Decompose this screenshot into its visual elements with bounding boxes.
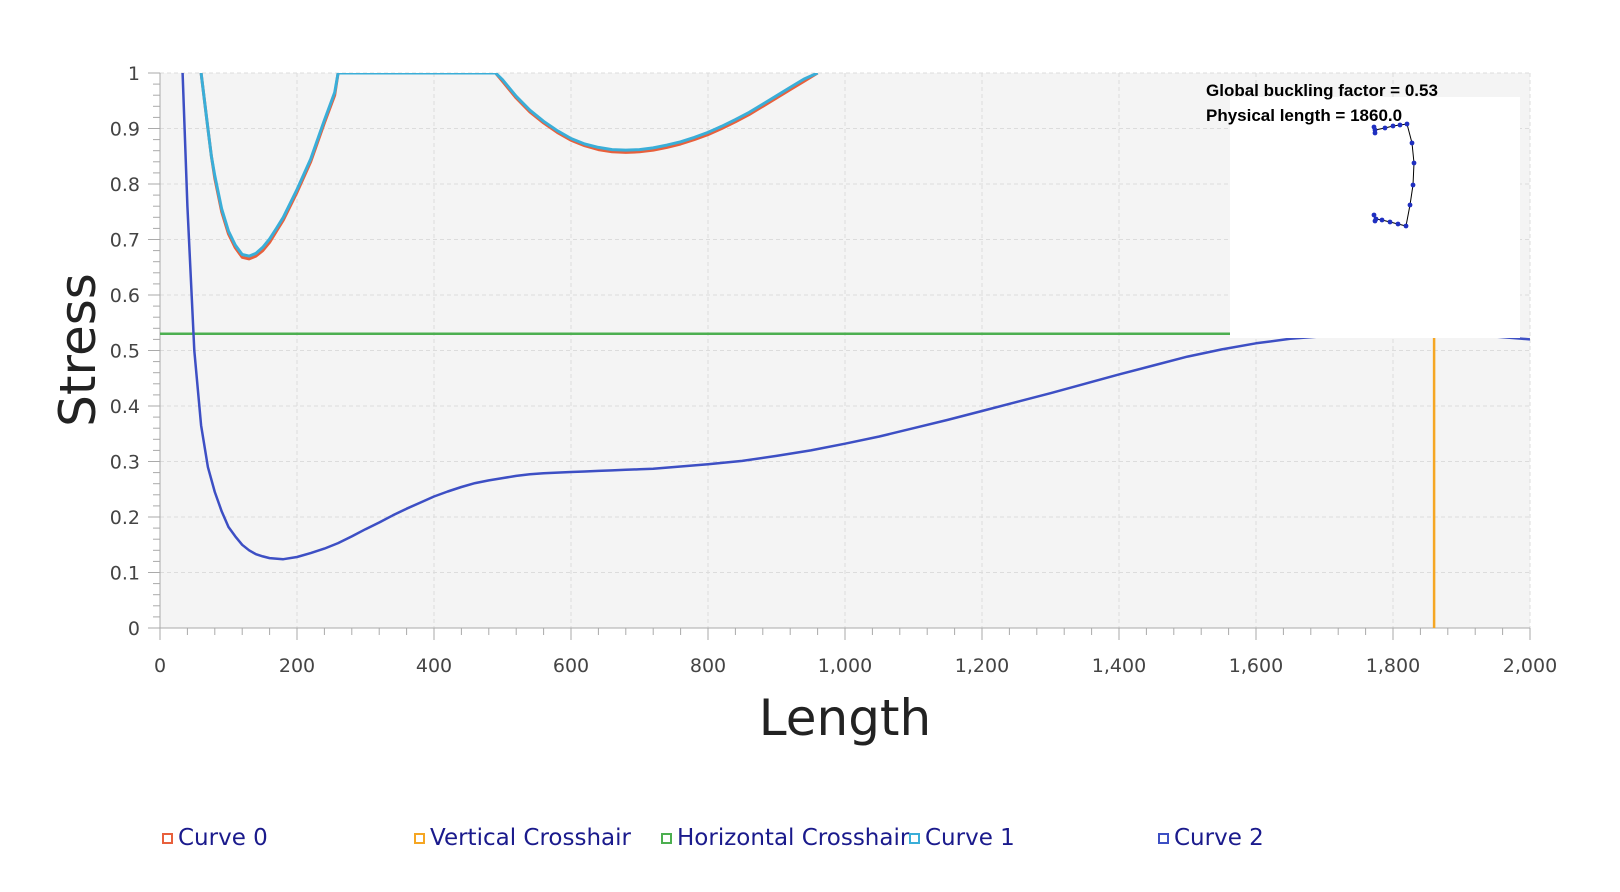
mode-shape-node xyxy=(1382,125,1388,131)
legend-item-curve-1[interactable]: Curve 1 xyxy=(909,825,1015,851)
x-tick-label: 1,800 xyxy=(1366,655,1420,677)
mode-shape-node xyxy=(1371,124,1377,130)
legend-swatch-icon xyxy=(909,832,920,844)
y-tick-label: 0.8 xyxy=(110,174,140,196)
series-layer xyxy=(160,73,1530,628)
x-tick-label: 800 xyxy=(690,655,726,677)
mode-shape-node xyxy=(1403,223,1409,229)
mode-shape-node xyxy=(1411,160,1417,166)
legend-label: Curve 0 xyxy=(178,825,268,851)
x-tick-label: 400 xyxy=(416,655,452,677)
y-tick-label: 0.3 xyxy=(110,452,140,474)
x-tick-label: 0 xyxy=(154,655,166,677)
mode-shape-node xyxy=(1409,140,1415,146)
x-tick-label: 1,400 xyxy=(1092,655,1146,677)
y-tick-label: 0.9 xyxy=(110,119,140,141)
x-tick-label: 200 xyxy=(279,655,315,677)
mode-shape-icon xyxy=(1371,121,1417,229)
x-tick-label: 1,600 xyxy=(1229,655,1283,677)
legend-label: Vertical Crosshair xyxy=(430,825,631,851)
mode-shape-line xyxy=(1373,123,1415,227)
x-tick-label: 1,200 xyxy=(955,655,1009,677)
legend-swatch-icon xyxy=(661,832,672,844)
x-axis-title: Length xyxy=(759,689,931,747)
legend-swatch-icon xyxy=(162,832,173,844)
legend: Curve 0 Vertical Crosshair Horizontal Cros… xyxy=(0,825,1620,865)
y-axis: 0 0.1 0.2 0.3 0.4 0.5 0.6 0.7 0.8 0.9 1 xyxy=(110,63,161,640)
series-curve-1 xyxy=(199,73,819,258)
legend-item-curve-0[interactable]: Curve 0 xyxy=(162,825,268,851)
mode-shape-node xyxy=(1395,221,1401,227)
legend-label: Curve 1 xyxy=(925,825,1015,851)
physical-length-label: Physical length = 1860.0 xyxy=(1206,106,1402,125)
buckling-inset: Global buckling factor = 0.53 Physical l… xyxy=(1206,81,1520,338)
mode-shape-node xyxy=(1371,212,1377,218)
mode-shape-node xyxy=(1410,182,1416,188)
y-tick-label: 0 xyxy=(128,618,140,640)
y-tick-label: 0.4 xyxy=(110,396,140,418)
y-tick-label: 0.7 xyxy=(110,230,140,252)
legend-label: Horizontal Crosshair xyxy=(677,825,910,851)
series-curve-2 xyxy=(181,73,1530,561)
x-tick-label: 600 xyxy=(553,655,589,677)
mode-shape-node xyxy=(1397,122,1403,128)
legend-swatch-icon xyxy=(1158,832,1169,844)
mode-shape-node xyxy=(1387,219,1393,225)
mode-shape-node xyxy=(1404,121,1410,127)
mode-shape-node xyxy=(1372,218,1378,224)
x-tick-label: 2,000 xyxy=(1503,655,1557,677)
y-axis-title: Stress xyxy=(49,273,107,427)
buckling-factor-label: Global buckling factor = 0.53 xyxy=(1206,81,1438,100)
y-tick-label: 0.6 xyxy=(110,285,140,307)
x-axis: 0 200 400 600 800 1,000 1,200 1,400 1,600 1,800 2,… xyxy=(154,627,1557,677)
mode-shape-node xyxy=(1407,202,1413,208)
y-tick-label: 0.2 xyxy=(110,507,140,529)
x-tick-label: 1,000 xyxy=(818,655,872,677)
y-tick-label: 1 xyxy=(128,63,140,85)
mode-shape-node xyxy=(1372,130,1378,136)
legend-item-horizontal-crosshair[interactable]: Horizontal Crosshair xyxy=(661,825,909,851)
mode-shape-node xyxy=(1379,217,1385,223)
legend-swatch-icon xyxy=(414,832,425,844)
legend-item-vertical-crosshair[interactable]: Vertical Crosshair xyxy=(414,825,631,851)
legend-label: Curve 2 xyxy=(1174,825,1264,851)
mode-shape-node xyxy=(1390,123,1396,129)
y-tick-label: 0.1 xyxy=(110,563,140,585)
y-tick-label: 0.5 xyxy=(110,341,140,363)
legend-item-curve-2[interactable]: Curve 2 xyxy=(1158,825,1264,851)
